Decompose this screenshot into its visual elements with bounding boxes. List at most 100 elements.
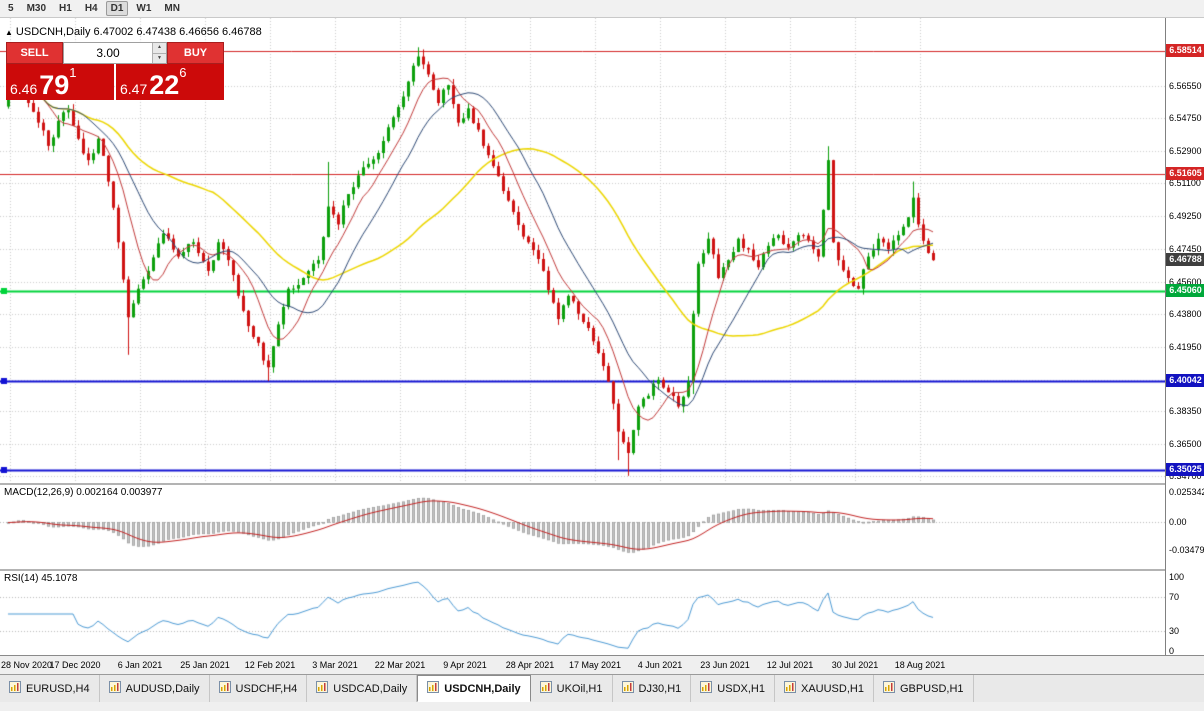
chart-tab-icon [539,681,552,696]
buy-button[interactable]: BUY [167,42,224,64]
date-label: 25 Jan 2021 [180,660,230,670]
date-label: 28 Nov 2020 [1,660,53,670]
rsi-panel: RSI(14) 45.1078 [0,571,1165,655]
rsi-axis-label: 0 [1169,646,1175,656]
chart-tab-icon [9,681,21,696]
date-label: 12 Jul 2021 [766,660,814,670]
date-label: 23 Jun 2021 [700,660,750,670]
volume-value[interactable]: 3.00 [96,46,120,60]
date-label: 12 Feb 2021 [244,660,296,670]
tab-ukoil-h1[interactable]: UKOil,H1 [530,675,613,702]
rsi-axis-label: 100 [1169,572,1185,582]
price-axis-label: 6.38350 [1169,406,1202,417]
tab-usdchf-h4[interactable]: USDCHF,H4 [209,675,308,702]
timeframe-button-mn[interactable]: MN [159,1,185,16]
support-line-badge: 6.40042 [1166,373,1204,387]
macd-axis-label: 0.00 [1169,517,1187,527]
price-axis-label: 6.47450 [1169,243,1202,254]
sell-button[interactable]: SELL [6,42,63,64]
macd-canvas[interactable] [0,485,1165,569]
tab-label: XAUUSD,H1 [800,682,864,695]
volume-spinner: ▲ ▼ [152,43,166,63]
tab-usdcnh-daily[interactable]: USDCNH,Daily [417,675,531,702]
tab-label: USDX,H1 [717,682,765,695]
date-label: 6 Jan 2021 [117,660,163,670]
tab-gbpusd-h1[interactable]: GBPUSD,H1 [873,675,974,702]
support-line-badge: 6.35025 [1166,463,1204,477]
buy-price-pip: 6 [179,65,187,80]
chart-tab-icon [882,681,895,696]
tab-dj30-h1[interactable]: DJ30,H1 [612,675,692,702]
sell-price-pip: 1 [69,65,77,80]
tab-label: GBPUSD,H1 [899,682,964,695]
date-label: 30 Jul 2021 [831,660,879,670]
chart-tab-icon [218,681,231,696]
chart-tab-icon [316,681,329,696]
volume-increase-button[interactable]: ▲ [152,43,166,53]
date-label: 4 Jun 2021 [637,660,683,670]
price-axis-label: 6.56550 [1169,81,1202,92]
chart-tab-icon [108,681,121,696]
price-axis[interactable]: 6.56550 6.54750 6.52900 6.51100 6.49250 6.474… [1165,18,1204,656]
timeframe-button-5[interactable]: 5 [3,1,19,16]
tab-label: EURUSD,H4 [26,682,90,695]
collapse-arrow-icon[interactable]: ▲ [5,28,13,37]
date-label: 18 Aug 2021 [894,660,946,670]
macd-label: MACD(12,26,9) 0.002164 0.003977 [4,487,163,498]
resistance-line-badge: 6.51605 [1166,167,1204,181]
date-label: 17 May 2021 [568,660,622,670]
chart-title-text: USDCNH,Daily 6.47002 6.47438 6.46656 6.4… [15,26,262,38]
volume-decrease-button[interactable]: ▼ [152,52,166,63]
date-label: 9 Apr 2021 [443,660,487,670]
panel-splitter[interactable] [0,483,1204,485]
timeframe-button-h1[interactable]: H1 [54,1,77,16]
price-axis-label: 6.41950 [1169,341,1202,352]
tab-label: UKOil,H1 [556,682,603,695]
price-chart-panel: ▲ USDCNH,Daily 6.47002 6.47438 6.46656 6.… [0,18,1165,483]
tab-usdcad-daily[interactable]: USDCAD,Daily [307,675,418,702]
tab-label: USDCAD,Daily [333,682,408,695]
tab-eurusd-h4[interactable]: EURUSD,H4 [0,675,100,702]
tab-label: USDCHF,H4 [235,682,298,695]
price-axis-label: 6.36500 [1169,439,1202,450]
panel-splitter[interactable] [0,569,1204,571]
rsi-canvas[interactable] [0,571,1165,655]
price-axis-label: 6.49250 [1169,211,1202,222]
current-price-badge: 6.46788 [1166,253,1204,267]
sell-price-big: 79 [39,70,70,101]
resistance-line-badge: 6.58514 [1166,43,1204,57]
timeframe-toolbar: 5 M30 H1 H4 D1 W1 MN [0,0,1204,18]
timeframe-button-d1[interactable]: D1 [105,1,129,16]
rsi-label: RSI(14) 45.1078 [4,573,78,584]
timeframe-button-w1[interactable]: W1 [131,1,156,16]
price-axis-label: 6.43800 [1169,308,1202,319]
price-axis-label: 6.54750 [1169,113,1202,124]
tab-label: AUDUSD,Daily [125,682,200,695]
rsi-axis-label: 70 [1169,592,1180,602]
buy-price-display[interactable]: 6.47 22 6 [116,64,224,100]
support-line-badge: 6.45060 [1166,284,1204,298]
tab-label: DJ30,H1 [638,682,682,695]
time-axis[interactable]: 28 Nov 2020 17 Dec 2020 6 Jan 2021 25 Jan 2… [0,655,1204,674]
tab-audusd-daily[interactable]: AUDUSD,Daily [99,675,210,702]
tab-usdx-h1[interactable]: USDX,H1 [691,675,775,702]
sell-price-display[interactable]: 6.46 79 1 [6,64,114,100]
date-label: 22 Mar 2021 [374,660,426,670]
sell-price-base: 6.46 [10,80,38,97]
chart-tab-icon [427,681,440,696]
timeframe-button-m30[interactable]: M30 [22,1,51,16]
date-label: 28 Apr 2021 [505,660,555,670]
volume-field[interactable]: 3.00 ▲ ▼ [63,42,167,64]
chart-title: ▲ USDCNH,Daily 6.47002 6.47438 6.46656 6.… [5,26,262,38]
chart-tab-icon [700,681,713,696]
price-axis-label: 6.45600 [1169,276,1202,287]
chart-tab-bar: EURUSD,H4 AUDUSD,Daily USDCHF,H4 USDCAD,Dai… [0,674,1204,702]
buy-price-big: 22 [149,70,180,101]
price-axis-label: 6.51100 [1169,178,1201,189]
one-click-trading-panel: SELL 3.00 ▲ ▼ BUY 6.46 79 1 6.47 [6,42,224,100]
macd-axis-label: 0.025342 [1169,487,1204,497]
tab-xauusd-h1[interactable]: XAUUSD,H1 [774,675,874,702]
timeframe-button-h4[interactable]: H4 [80,1,103,16]
chart-tab-icon [783,681,796,696]
